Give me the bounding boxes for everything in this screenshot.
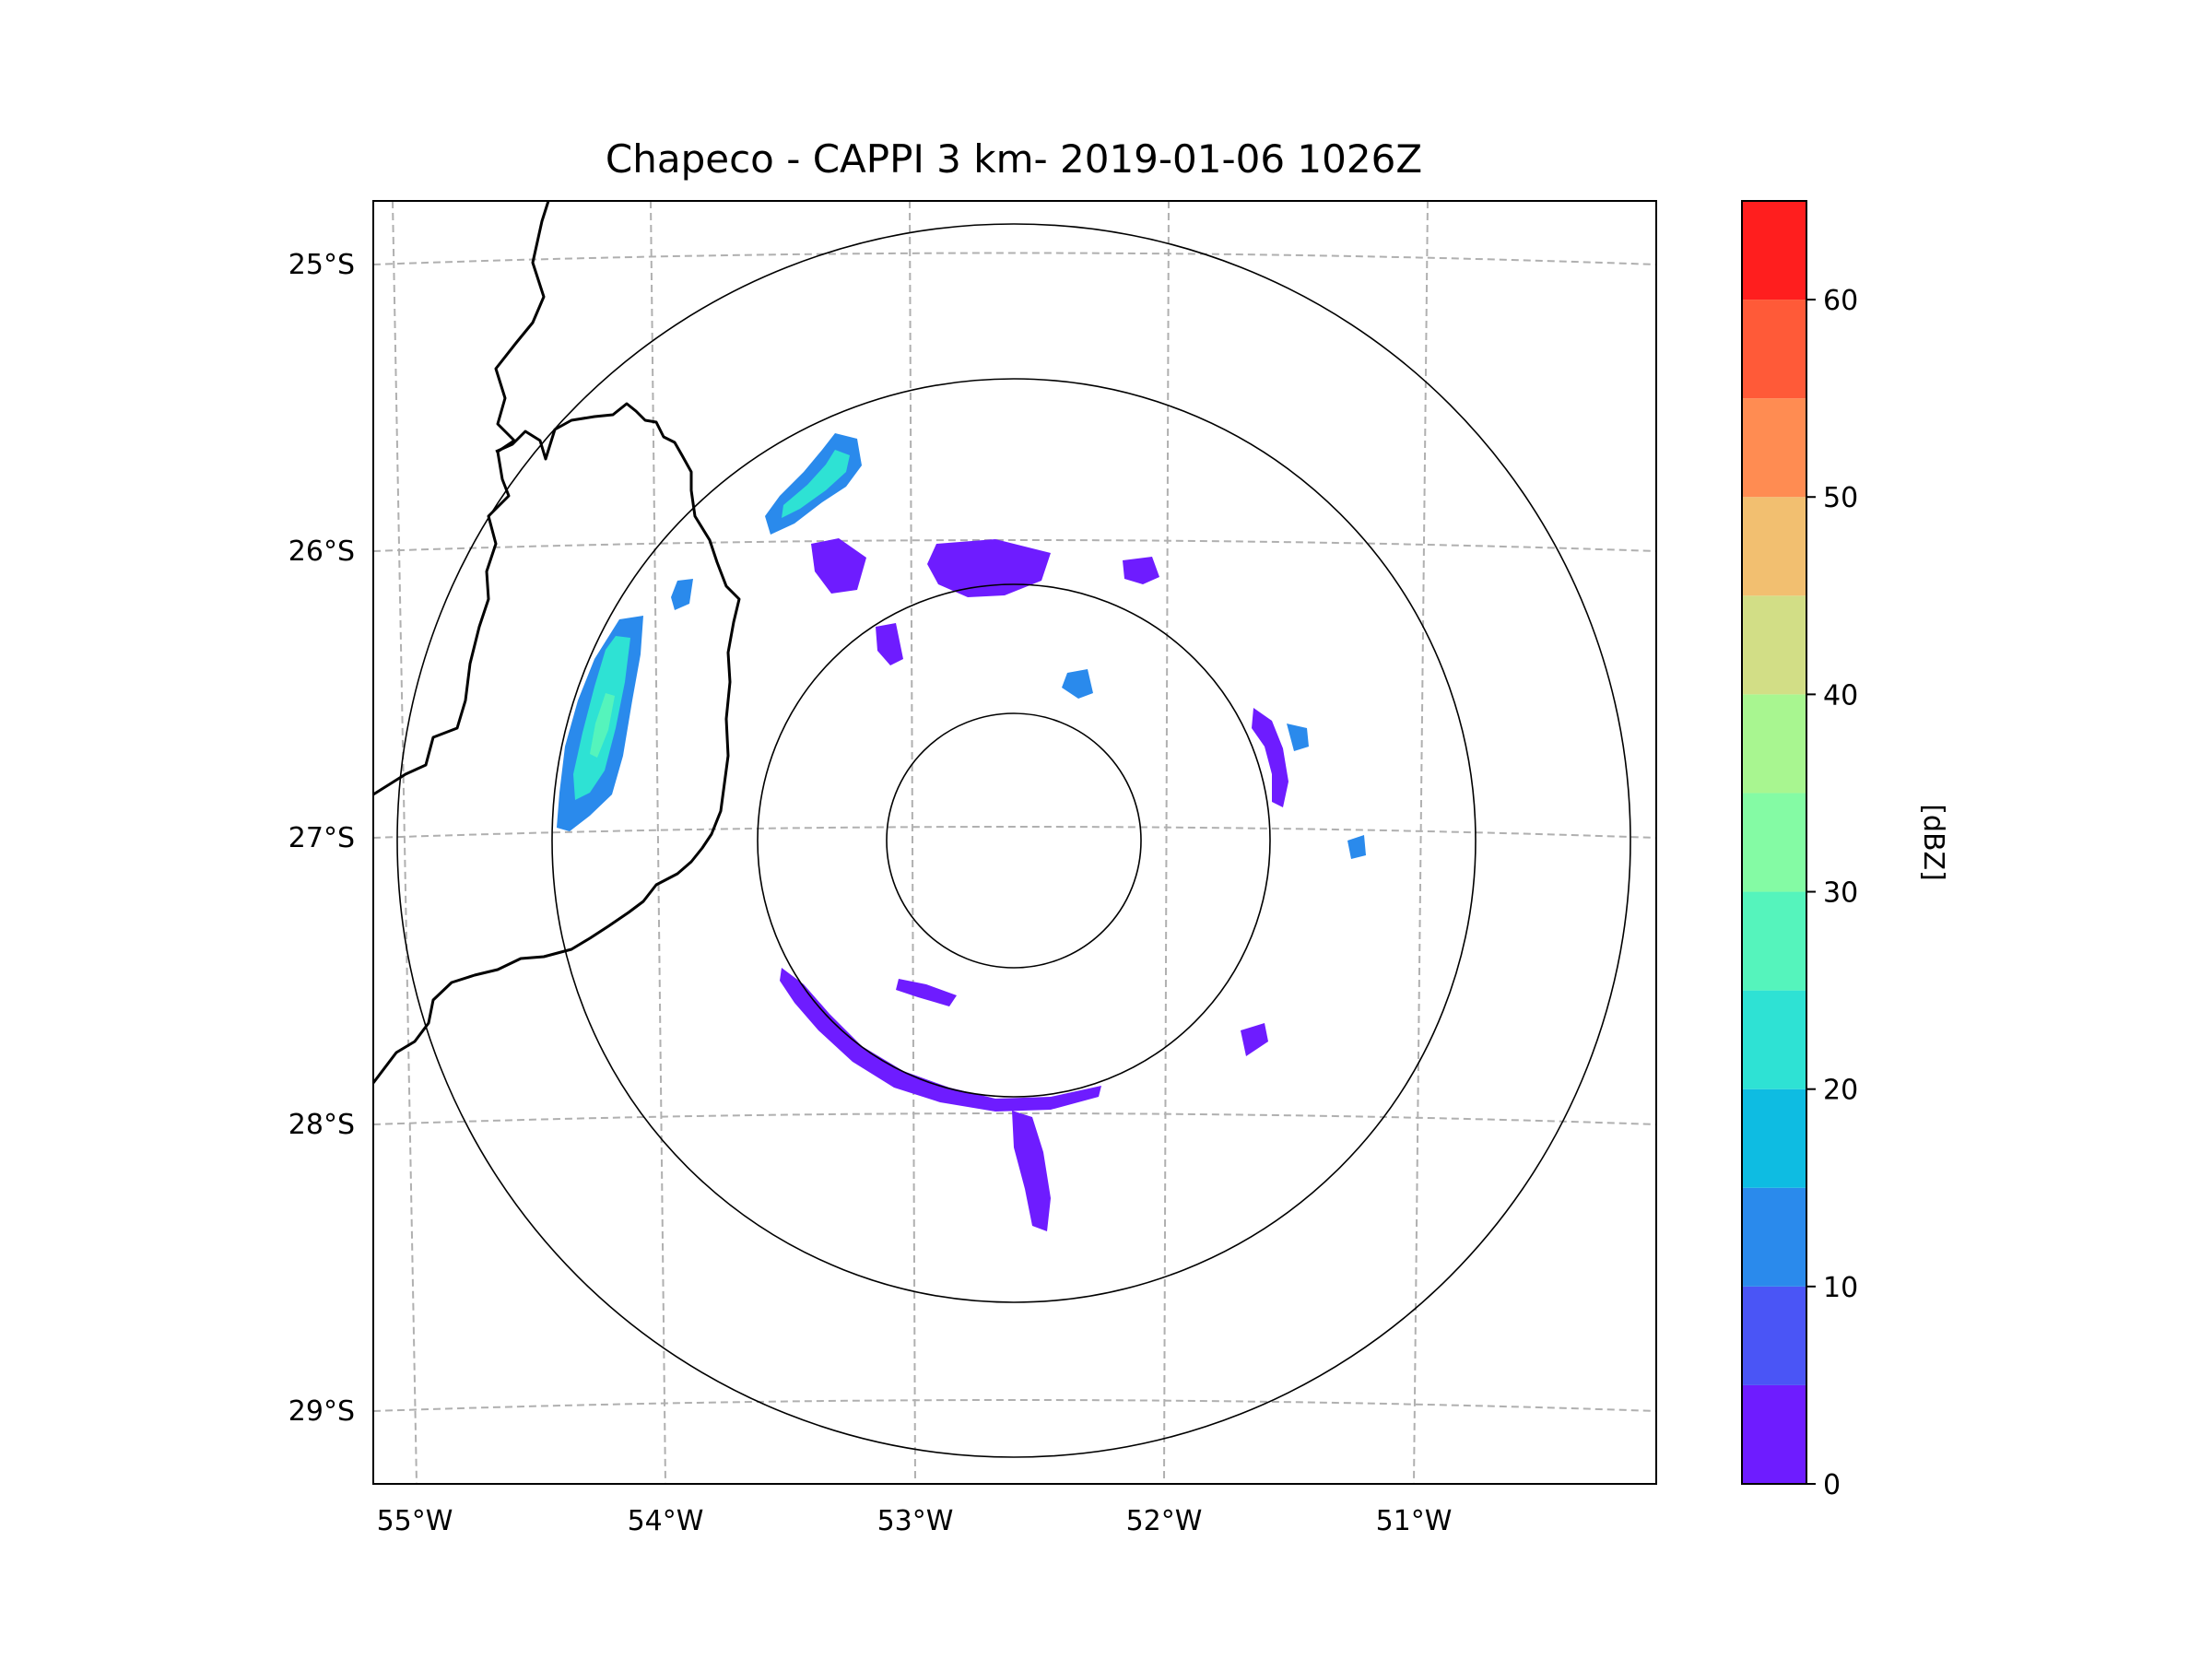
colorbar-segment [1742,793,1806,892]
echo-south-streak [1012,1111,1051,1231]
echo-east-scatter [1287,724,1309,751]
colorbar-ticks: 0 10 20 30 40 50 60 [1806,285,1858,1501]
map-background [373,201,1656,1484]
lon-tick-label: 55°W [377,1505,453,1537]
political-borders [373,201,741,1084]
border-misiones [373,402,741,1084]
colorbar-segment [1742,1187,1806,1287]
colorbar-segment [1742,595,1806,695]
range-ring-4 [396,223,1631,1458]
radar-echoes [557,433,1366,1231]
meridian-54w [650,201,666,1484]
colorbar-tick-label: 60 [1823,285,1858,317]
colorbar-segments [1742,201,1806,1484]
map-frame [372,200,1657,1485]
border-paraguay-brazil [373,201,550,796]
echo-south-inner [896,979,957,1006]
echo-northwest-cell [671,579,693,610]
longitude-tick-labels: 55°W 54°W 53°W 52°W 51°W [377,1505,1453,1537]
echo-north-cluster [927,539,1051,597]
colorbar-segment [1742,300,1806,399]
meridian-51w [1413,201,1429,1484]
colorbar-segment [1742,398,1806,498]
colorbar-frame [1741,200,1807,1485]
colorbar-segment [1742,1286,1806,1385]
colorbar-segment [1742,497,1806,596]
lon-tick-label: 53°W [877,1505,954,1537]
lat-tick-label: 25°S [288,249,355,281]
lon-tick-label: 51°W [1376,1505,1453,1537]
colorbar-tick-label: 50 [1823,482,1858,514]
echo-north-mid-scatter [811,538,866,594]
echo-southeast-cell [1241,1023,1268,1056]
colorbar-tick-label: 10 [1823,1272,1858,1304]
echo-east-cell [1062,669,1093,699]
meridian-55w [392,201,418,1484]
colorbar-segment [1742,990,1806,1089]
range-ring-1 [886,712,1142,969]
colorbar-segment [1742,1384,1806,1484]
echo-northern-band-core [782,450,850,518]
echo-western-band-peak [590,693,615,758]
lat-tick-label: 28°S [288,1109,355,1141]
echo-north-east-cell [1123,557,1159,584]
range-ring-3 [551,378,1477,1303]
echo-southwest-arc [780,968,1101,1112]
parallel-25s [373,252,1656,265]
range-ring-2 [757,583,1271,1098]
parallel-27s [373,826,1656,839]
meridian-52w [1163,201,1170,1484]
colorbar-tick-label: 40 [1823,679,1858,712]
colorbar-segment [1742,891,1806,991]
colorbar-tick-label: 30 [1823,877,1858,910]
colorbar-segment [1742,694,1806,794]
parallel-29s [373,1399,1656,1412]
lon-tick-label: 54°W [628,1505,704,1537]
colorbar-tick-label: 0 [1823,1469,1841,1501]
echo-east-arc [1252,708,1288,807]
colorbar-label: [dBZ] [1917,804,1949,881]
colorbar-tick-label: 20 [1823,1075,1858,1107]
lat-tick-label: 29°S [288,1395,355,1428]
meridian-53w [909,201,916,1484]
map-axes: 55°W 54°W 53°W 52°W 51°W 25°S 26°S 27°S … [288,200,1657,1537]
lon-tick-label: 52°W [1126,1505,1203,1537]
figure-title: Chapeco - CAPPI 3 km- 2019-01-06 1026Z [606,136,1422,182]
lat-tick-label: 26°S [288,535,355,568]
range-rings [396,223,1631,1458]
colorbar: 0 10 20 30 40 50 60 [dBZ] [1741,200,1949,1501]
colorbar-segment [1742,201,1806,300]
latitude-tick-labels: 25°S 26°S 27°S 28°S 29°S [288,249,355,1428]
colorbar-segment [1742,1088,1806,1188]
parallel-26s [373,539,1656,552]
echo-far-east-cell [1347,835,1366,859]
echo-north-inner [876,623,903,665]
lat-tick-label: 27°S [288,822,355,854]
